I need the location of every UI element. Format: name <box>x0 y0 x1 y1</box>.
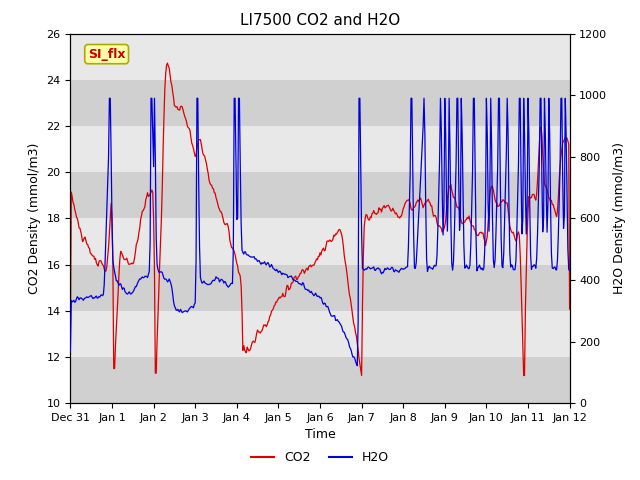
Bar <box>70 80 570 126</box>
Title: LI7500 CO2 and H2O: LI7500 CO2 and H2O <box>240 13 400 28</box>
Bar <box>70 126 570 172</box>
Bar <box>70 311 570 357</box>
Bar <box>70 218 570 264</box>
Text: SI_flx: SI_flx <box>88 48 125 60</box>
Bar <box>70 264 570 311</box>
Legend: CO2, H2O: CO2, H2O <box>246 446 394 469</box>
Y-axis label: CO2 Density (mmol/m3): CO2 Density (mmol/m3) <box>28 143 41 294</box>
Bar <box>70 357 570 403</box>
Y-axis label: H2O Density (mmol/m3): H2O Density (mmol/m3) <box>613 143 626 294</box>
Bar <box>70 34 570 80</box>
Bar <box>70 172 570 218</box>
X-axis label: Time: Time <box>305 429 335 442</box>
